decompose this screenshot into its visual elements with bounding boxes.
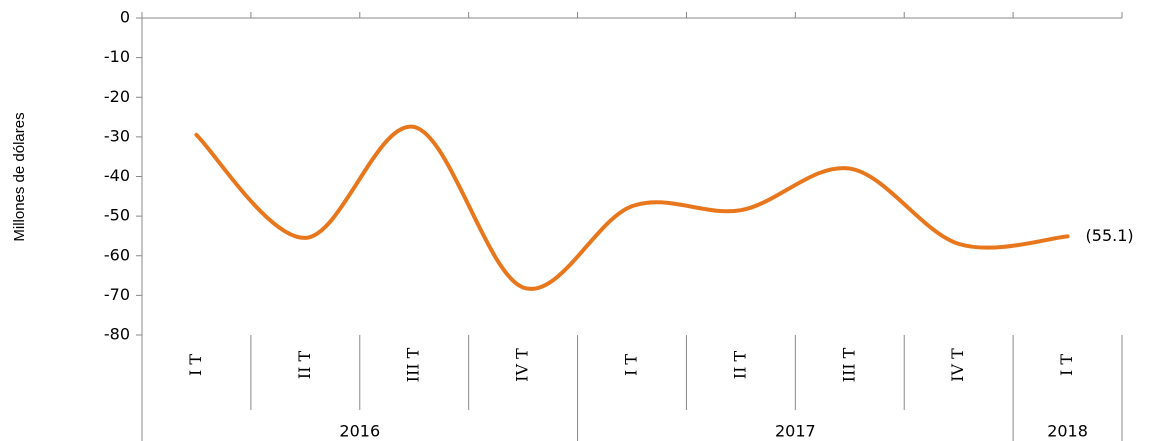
group-label: 2017 bbox=[775, 422, 816, 441]
x-tick-label: I T bbox=[622, 354, 641, 376]
y-tick-label: -50 bbox=[104, 206, 130, 225]
y-tick-label: -70 bbox=[104, 285, 130, 304]
y-tick-label: -60 bbox=[104, 245, 130, 264]
series-line bbox=[194, 124, 1070, 291]
x-tick-label: III T bbox=[839, 347, 858, 382]
y-tick-label: -10 bbox=[104, 47, 130, 66]
x-tick-label: II T bbox=[730, 350, 749, 379]
data-label: (55.1) bbox=[1086, 226, 1134, 245]
y-axis-label: Millones de dólares bbox=[11, 112, 28, 241]
group-label: 2016 bbox=[339, 422, 380, 441]
y-tick-label: -80 bbox=[104, 325, 130, 344]
x-tick-label: III T bbox=[404, 347, 423, 382]
x-tick-label: II T bbox=[295, 350, 314, 379]
y-tick-label: -40 bbox=[104, 166, 130, 185]
x-tick-label: I T bbox=[1057, 354, 1076, 376]
y-tick-label: -20 bbox=[104, 87, 130, 106]
x-tick-label: IV T bbox=[513, 348, 532, 382]
x-tick-label: I T bbox=[186, 354, 205, 376]
x-tick-label: IV T bbox=[948, 348, 967, 382]
y-tick-label: -30 bbox=[104, 126, 130, 145]
group-label: 2018 bbox=[1047, 422, 1088, 441]
y-tick-label: 0 bbox=[120, 8, 130, 27]
